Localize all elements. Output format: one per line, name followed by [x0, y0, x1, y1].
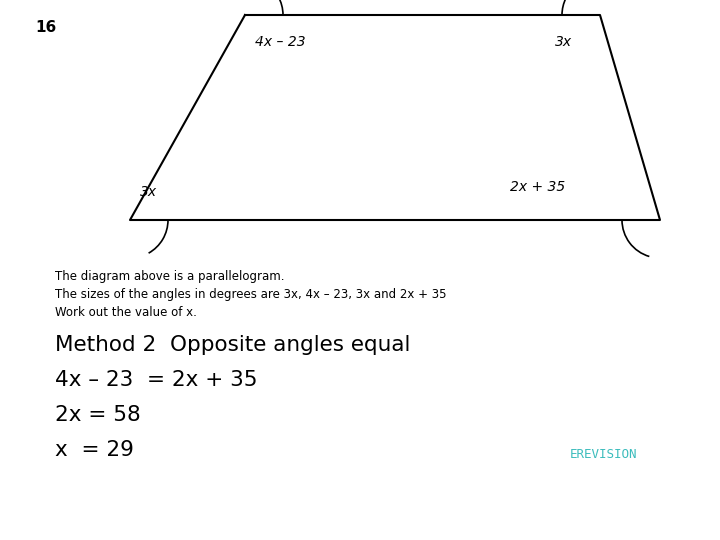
- Text: The diagram above is a parallelogram.: The diagram above is a parallelogram.: [55, 270, 284, 283]
- Text: 2x + 35: 2x + 35: [510, 180, 565, 194]
- Text: 2x = 58: 2x = 58: [55, 405, 140, 425]
- Text: 4x – 23  = 2x + 35: 4x – 23 = 2x + 35: [55, 370, 258, 390]
- Text: 3x: 3x: [140, 185, 157, 199]
- Text: 16: 16: [35, 20, 56, 35]
- Text: 4x – 23: 4x – 23: [255, 35, 305, 49]
- Text: EREVISION: EREVISION: [570, 448, 637, 461]
- Text: The sizes of the angles in degrees are 3x, 4x – 23, 3x and 2x + 35: The sizes of the angles in degrees are 3…: [55, 288, 446, 301]
- Text: 3x: 3x: [555, 35, 572, 49]
- Text: Method 2  Opposite angles equal: Method 2 Opposite angles equal: [55, 335, 410, 355]
- Text: x  = 29: x = 29: [55, 440, 134, 460]
- Text: Work out the value of x.: Work out the value of x.: [55, 306, 197, 319]
